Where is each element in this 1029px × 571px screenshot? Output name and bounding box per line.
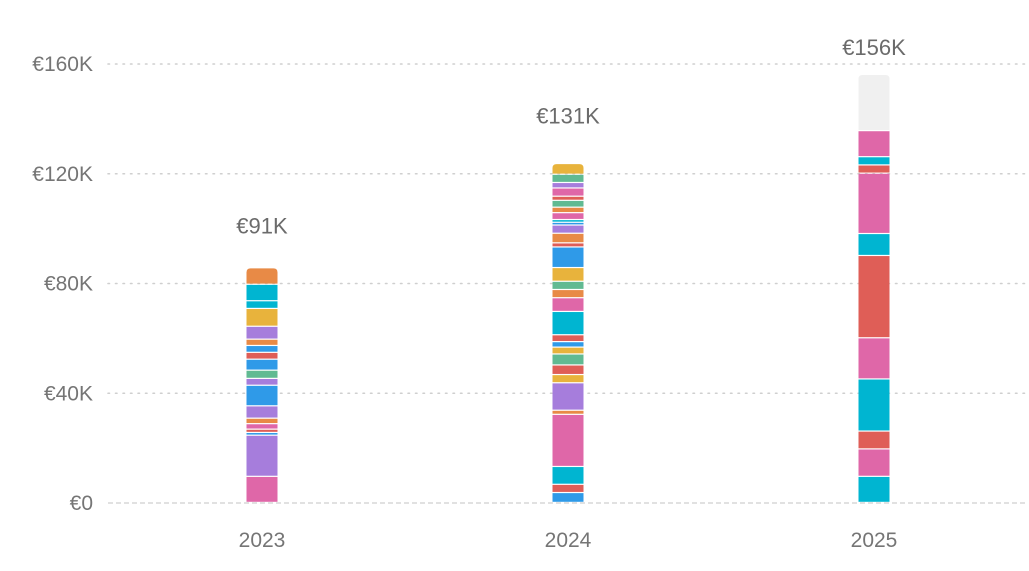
bar-segment[interactable] <box>246 326 278 339</box>
bar-segment[interactable] <box>858 338 890 379</box>
bar-segment[interactable] <box>246 352 278 359</box>
bar-segment[interactable] <box>246 370 278 378</box>
bar-segment[interactable] <box>552 342 584 347</box>
bar-segment[interactable] <box>552 225 584 233</box>
bar-segment[interactable] <box>552 290 584 298</box>
y-tick-label: €160K <box>32 53 93 76</box>
bar-segment[interactable] <box>552 484 584 492</box>
bar-segment[interactable] <box>246 268 278 284</box>
bar-segment[interactable] <box>858 157 890 165</box>
bar-segment[interactable] <box>552 375 584 383</box>
x-axis: 2023 2024 2025 <box>239 529 898 552</box>
bar-segment[interactable] <box>858 476 890 502</box>
bar-segment[interactable] <box>552 183 584 188</box>
bar-segment[interactable] <box>552 354 584 365</box>
bar-segment[interactable] <box>246 385 278 406</box>
bar-segment[interactable] <box>858 379 890 431</box>
bar-segment[interactable] <box>552 383 584 410</box>
bar-segment[interactable] <box>246 476 278 502</box>
bar-total-label: €131K <box>536 104 600 129</box>
bar-segment[interactable] <box>246 418 278 424</box>
bar-segment[interactable] <box>552 213 584 219</box>
bar-segment[interactable] <box>552 467 584 484</box>
y-tick-label: €40K <box>44 382 93 405</box>
y-tick-label: €120K <box>32 163 93 186</box>
bar-total-label: €156K <box>842 35 906 60</box>
bar-segment[interactable] <box>552 188 584 196</box>
x-tick-label: 2025 <box>851 529 898 552</box>
bar-segment[interactable] <box>552 281 584 289</box>
bar-segment[interactable] <box>858 173 890 233</box>
bar-stack-2024 <box>552 164 584 502</box>
bar-segment[interactable] <box>246 359 278 370</box>
bar-segment[interactable] <box>552 347 584 354</box>
bar-segment[interactable] <box>246 284 278 301</box>
bar-segment[interactable] <box>552 247 584 267</box>
bar-segment[interactable] <box>246 309 278 326</box>
bar-segment[interactable] <box>858 131 890 157</box>
bar-segment[interactable] <box>552 220 584 222</box>
bar-segment[interactable] <box>552 298 584 311</box>
bar-total-labels: €91K €131K €156K <box>236 35 906 238</box>
bar-segment[interactable] <box>246 339 278 345</box>
bar-segment[interactable] <box>552 414 584 466</box>
bar-segment[interactable] <box>858 431 890 449</box>
bar-segment[interactable] <box>246 346 278 352</box>
bar-segment[interactable] <box>552 233 584 243</box>
y-axis: €0 €40K €80K €120K €160K <box>32 53 93 515</box>
bar-stack-2025 <box>858 74 890 502</box>
bar-segment[interactable] <box>858 449 890 476</box>
bar-segment[interactable] <box>552 268 584 281</box>
bar-segment[interactable] <box>246 301 278 308</box>
bar-segment[interactable] <box>858 256 890 338</box>
bar-segment[interactable] <box>552 243 584 247</box>
bars <box>246 74 890 502</box>
bar-segment[interactable] <box>246 424 278 429</box>
bar-segment[interactable] <box>552 207 584 213</box>
bar-total-label: €91K <box>236 213 288 238</box>
bar-segment[interactable] <box>552 410 584 414</box>
bar-segment[interactable] <box>858 234 890 255</box>
x-tick-label: 2024 <box>545 529 592 552</box>
bar-stack-2023 <box>246 268 278 502</box>
bar-segment[interactable] <box>552 164 584 174</box>
bar-segment[interactable] <box>858 165 890 173</box>
bar-segment[interactable] <box>552 196 584 200</box>
bar-segment[interactable] <box>246 429 278 432</box>
y-tick-label: €0 <box>70 492 93 515</box>
bar-segment[interactable] <box>246 435 278 476</box>
bar-segment[interactable] <box>246 378 278 385</box>
bar-segment[interactable] <box>552 174 584 182</box>
x-tick-label: 2023 <box>239 529 286 552</box>
bar-segment[interactable] <box>552 222 584 225</box>
bar-segment[interactable] <box>858 74 890 131</box>
bar-segment[interactable] <box>552 365 584 374</box>
bar-segment[interactable] <box>552 312 584 335</box>
bar-segment[interactable] <box>552 493 584 502</box>
bar-segment[interactable] <box>246 406 278 418</box>
y-tick-label: €80K <box>44 273 93 296</box>
bar-segment[interactable] <box>246 433 278 435</box>
bar-segment[interactable] <box>552 335 584 342</box>
bar-segment[interactable] <box>552 200 584 207</box>
